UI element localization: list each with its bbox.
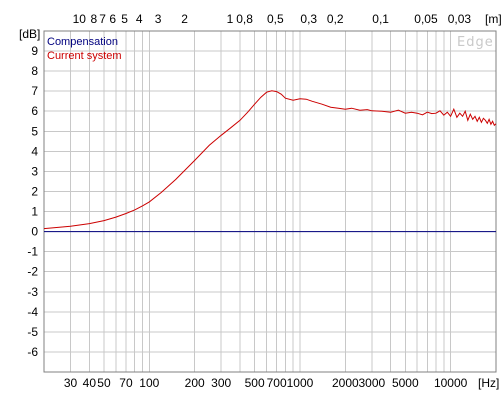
x-tick-label: 70 [119,376,133,390]
top-tick-label: 0,05 [414,12,438,26]
x-unit-label: [Hz] [478,376,499,390]
y-tick-label: -1 [27,245,38,259]
y-tick-label: -4 [27,305,38,319]
plot-frame [43,30,497,373]
legend-compensation: Compensation [47,36,118,48]
top-tick-label: 8 [91,12,98,26]
x-tick-label: 50 [97,376,111,390]
x-tick-label: 10000 [434,376,468,390]
top-tick-label: 0,5 [267,12,284,26]
top-tick-label: 1 [227,12,234,26]
top-tick-label: 2 [181,12,188,26]
top-tick-label: 0,1 [372,12,389,26]
top-tick-label: 3 [155,12,162,26]
top-tick-label: 0,03 [448,12,472,26]
y-tick-label: 6 [31,104,38,118]
top-tick-label: 7 [99,12,106,26]
top-unit-label: [m] [485,12,501,26]
top-tick-label: 0,3 [300,12,317,26]
y-tick-label: 5 [31,124,38,138]
watermark-label: Edge [457,35,494,50]
x-tick-label: 700 [267,376,287,390]
y-unit-label: [dB] [19,27,40,41]
y-tick-label: 1 [31,205,38,219]
y-tick-label: 0 [31,225,38,239]
x-tick-label: 300 [211,376,231,390]
top-tick-label: 4 [136,12,143,26]
series-group [43,90,497,233]
x-tick-label: 200 [185,376,205,390]
y-tick-label: 2 [31,184,38,198]
y-tick-label: -5 [27,325,38,339]
legend-current-system: Current system [47,50,122,62]
y-tick-label: 4 [31,144,38,158]
top-tick-label: 0,2 [327,12,344,26]
x-tick-label: 5000 [392,376,419,390]
y-tick-label: 9 [31,44,38,58]
current-system-line [43,90,497,230]
y-tick-label: -2 [27,265,38,279]
top-tick-label: 0,8 [236,12,253,26]
top-tick-label: 10 [73,12,87,26]
y-tick-label: 8 [31,64,38,78]
top-tick-label: 5 [121,12,128,26]
y-tick-label: 7 [31,84,38,98]
x-tick-label: 30 [64,376,78,390]
x-tick-label: 100 [139,376,159,390]
x-tick-label: 500 [245,376,265,390]
grid [43,30,497,373]
y-tick-label: -6 [27,345,38,359]
y-tick-label: 3 [31,164,38,178]
x-tick-label: 2000 [332,376,359,390]
y-tick-label: -3 [27,285,38,299]
x-tick-label: 3000 [359,376,386,390]
top-tick-label: 6 [109,12,116,26]
tick-labels: 30 40 50 70 100 200 300 500 700 1000 2000 3000 5000 1… [27,12,471,390]
x-tick-label: 40 [83,376,97,390]
x-tick-label: 1000 [287,376,314,390]
